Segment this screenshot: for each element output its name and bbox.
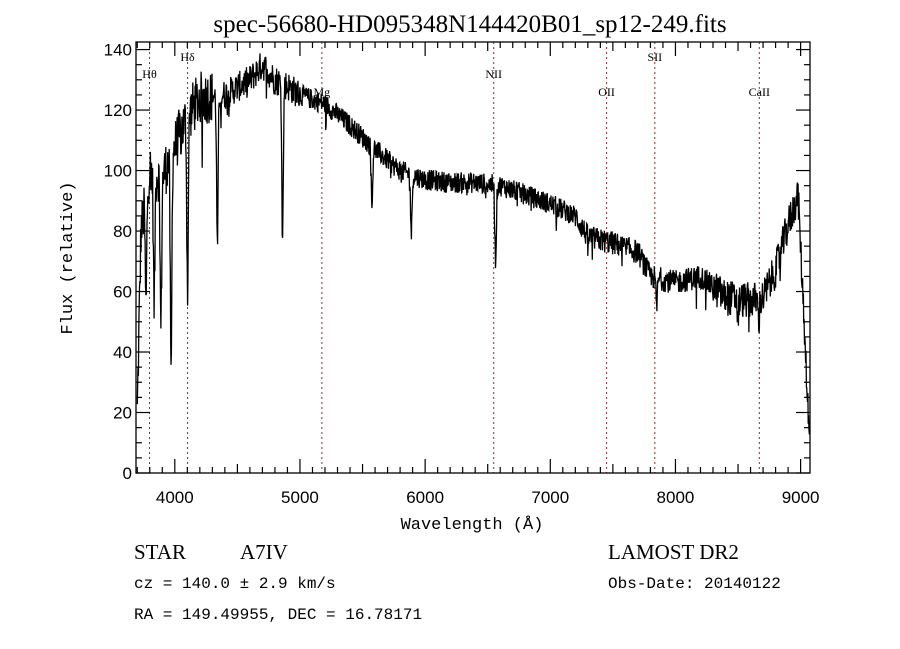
y-tick-label: 0 bbox=[123, 464, 132, 483]
x-tick-label: 9000 bbox=[782, 488, 820, 507]
y-tick-label: 140 bbox=[104, 41, 132, 60]
y-tick-label: 80 bbox=[113, 222, 132, 241]
y-tick-label: 20 bbox=[113, 404, 132, 423]
x-tick-label: 4000 bbox=[156, 488, 194, 507]
chart-title: spec-56680-HD095348N144420B01_sp12-249.f… bbox=[213, 11, 726, 38]
object-type: STAR bbox=[134, 540, 186, 564]
x-tick-label: 6000 bbox=[406, 488, 444, 507]
y-tick-label: 40 bbox=[113, 343, 132, 362]
spectral-line-label: OII bbox=[598, 85, 615, 99]
survey-label: LAMOST DR2 bbox=[608, 540, 739, 564]
spectrum-line bbox=[136, 53, 811, 435]
spectral-line-label: CaII bbox=[749, 85, 770, 99]
x-tick-label: 8000 bbox=[657, 488, 695, 507]
plot-frame bbox=[135, 41, 811, 474]
y-tick-label: 60 bbox=[113, 283, 132, 302]
redshift-cz: cz = 140.0 ± 2.9 km/s bbox=[134, 575, 336, 593]
spectral-line-label: Hδ bbox=[180, 50, 195, 64]
spectral-line-label: Hθ bbox=[142, 67, 157, 81]
subclass: A7IV bbox=[240, 540, 288, 564]
spectral-line-label: NII bbox=[485, 67, 502, 81]
y-tick-label: 120 bbox=[104, 101, 132, 120]
coordinates: RA = 149.49955, DEC = 16.78171 bbox=[134, 606, 422, 624]
y-tick-label: 100 bbox=[104, 162, 132, 181]
axis-ticks: 4000 5000 6000 7000 8000 9000 0 20 40 60 80 100 120 1… bbox=[104, 41, 820, 507]
x-tick-label: 7000 bbox=[531, 488, 569, 507]
y-axis-label: Flux (relative) bbox=[59, 181, 78, 334]
obs-date: Obs-Date: 20140122 bbox=[608, 575, 781, 593]
x-tick-label: 5000 bbox=[281, 488, 319, 507]
x-axis-label: Wavelength (Å) bbox=[401, 516, 544, 535]
spectral-line-label: SII bbox=[647, 50, 662, 64]
